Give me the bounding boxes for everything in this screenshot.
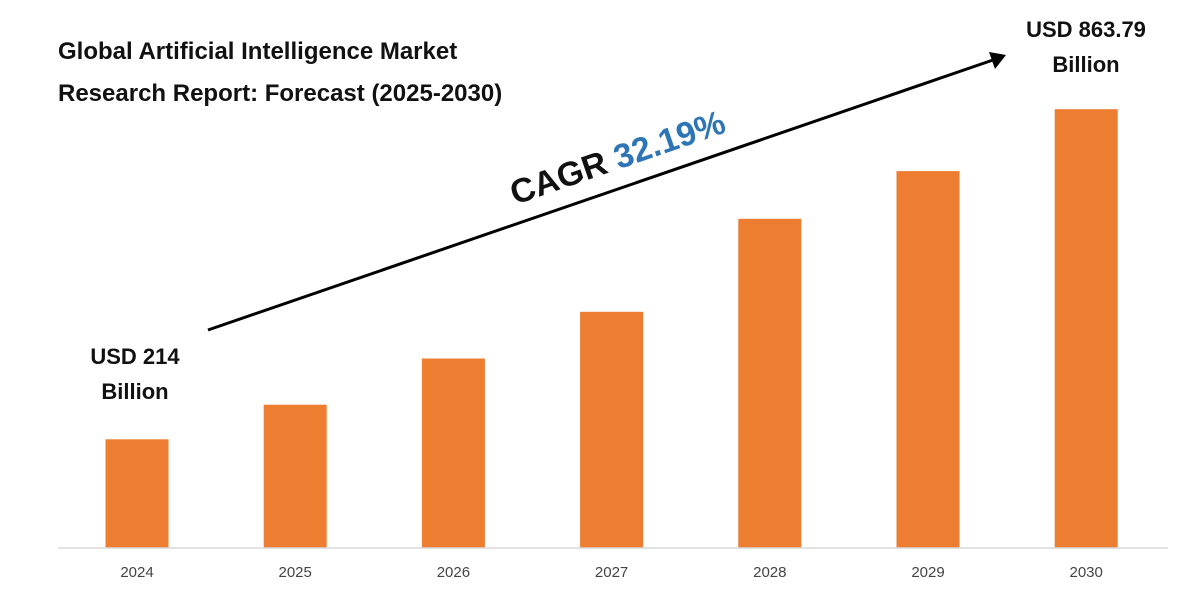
x-tick-label-2024: 2024: [120, 564, 153, 581]
end-value-label-line-2: Billion: [1052, 52, 1119, 77]
x-axis-ticks: 2024 2025 2026 2027 2028 2029 2030: [120, 564, 1103, 581]
x-tick-label-2026: 2026: [437, 564, 470, 581]
bar-2026: [421, 358, 485, 548]
bar-2025: [263, 404, 327, 548]
start-value-label-line-2: Billion: [101, 379, 168, 404]
start-value-label-line-1: USD 214: [90, 344, 180, 369]
bar-2024: [105, 439, 169, 548]
chart-title-line-2: Research Report: Forecast (2025-2030): [58, 80, 502, 107]
bar-2029: [896, 171, 960, 548]
bar-2027: [580, 311, 644, 548]
growth-trend-arrow: [207, 58, 994, 332]
growth-arrow-head: [989, 52, 1006, 69]
bars: [105, 109, 1118, 549]
bar-2030: [1054, 109, 1118, 548]
x-tick-label-2025: 2025: [279, 564, 312, 581]
x-tick-label-2030: 2030: [1070, 564, 1103, 581]
bar-2028: [738, 218, 802, 549]
x-tick-label-2027: 2027: [595, 564, 628, 581]
end-value-label-line-1: USD 863.79: [1026, 17, 1146, 42]
chart-title-line-1: Global Artificial Intelligence Market: [58, 38, 457, 65]
x-tick-label-2029: 2029: [911, 564, 944, 581]
x-tick-label-2028: 2028: [753, 564, 786, 581]
